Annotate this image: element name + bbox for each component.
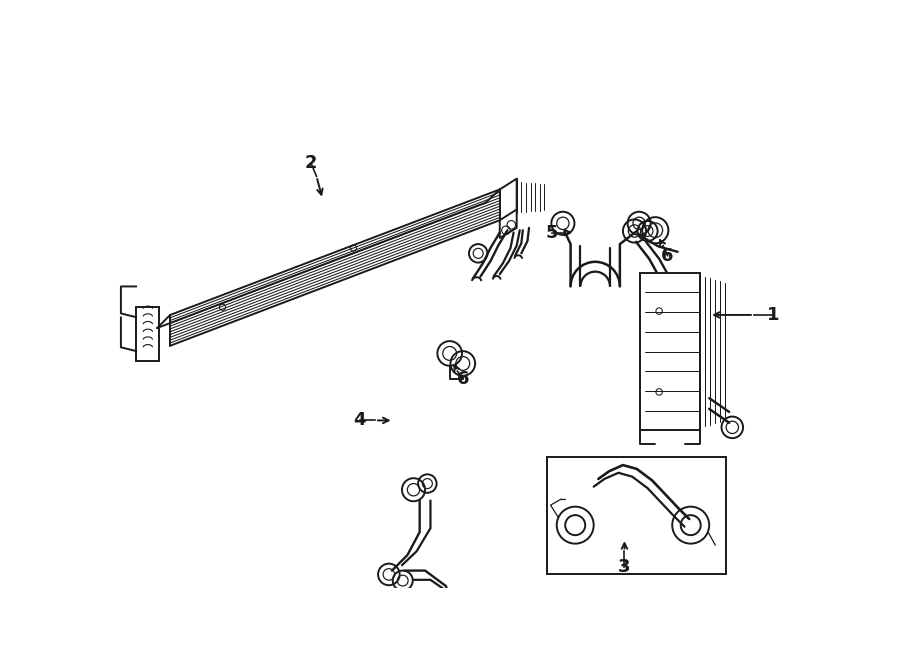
Text: 6: 6: [456, 370, 469, 388]
Text: 6: 6: [662, 247, 674, 264]
Bar: [547, 457, 726, 574]
Bar: [640, 272, 700, 430]
Text: 4: 4: [354, 411, 366, 430]
Text: 2: 2: [305, 154, 318, 173]
Text: 1: 1: [767, 306, 779, 324]
Text: 3: 3: [618, 558, 631, 576]
Bar: [136, 307, 159, 361]
Text: 5: 5: [546, 223, 558, 241]
